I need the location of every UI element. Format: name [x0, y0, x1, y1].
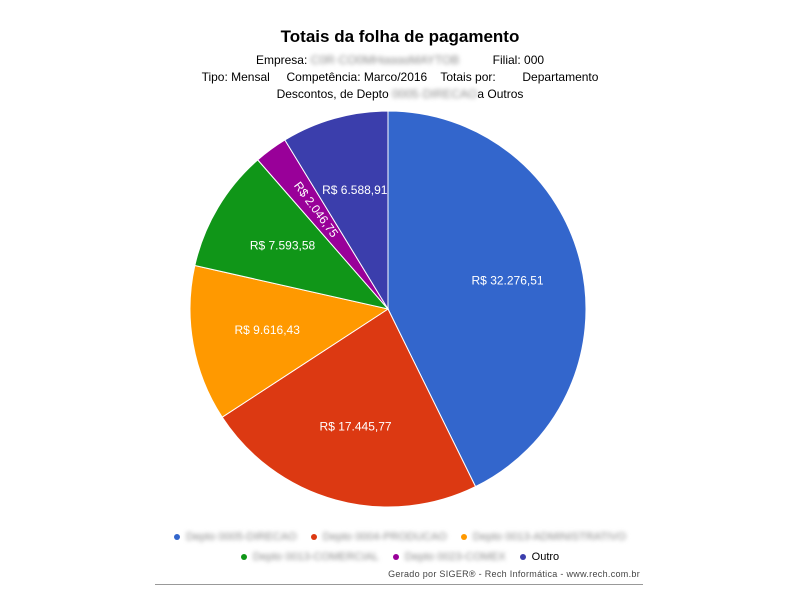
- legend-dot-6: [519, 554, 526, 560]
- slice-label-2: R$ 17.445,77: [320, 420, 392, 434]
- legend-label-4: Depto 0013-COMERCIAL: [252, 551, 379, 563]
- legend-dot-4: [240, 554, 247, 560]
- legend-item-4: Depto 0013-COMERCIAL: [240, 551, 379, 563]
- pie-slice-1: [387, 110, 587, 488]
- legend-label-5: Depto 0023-COMEX: [404, 551, 506, 563]
- pie-slice-2: [221, 308, 477, 508]
- descontos-prefix: Descontos, de Depto: [276, 87, 389, 101]
- competencia-text: Competência: Marco/2016: [286, 70, 428, 84]
- legend-dot-2: [310, 534, 317, 540]
- legend-label-3: Depto 0013-ADMINISTRATIVO: [472, 531, 626, 543]
- legend-item-5: Depto 0023-COMEX: [392, 551, 506, 563]
- empresa-label: Empresa:: [255, 53, 308, 67]
- slice-label-3: R$ 9.616,43: [234, 323, 300, 337]
- empresa-value: C0R·CO0ΜΗααααΜΑΥΤΟΒ: [310, 53, 460, 67]
- legend-item-6: Outro: [519, 551, 560, 563]
- slice-label-1: R$ 32.276,51: [472, 273, 544, 287]
- chart-title: Totais da folha de pagamento: [280, 27, 520, 46]
- legend-item-1: Depto 0005-DIRECAO: [173, 531, 297, 543]
- totais-value: Departamento: [522, 70, 599, 84]
- descontos-hidden: 0005·DIRECAO: [392, 87, 478, 101]
- slice-label-6: R$ 6.588,91: [322, 183, 388, 197]
- descontos-line: Descontos, de Depto 0005·DIRECAOa Outros: [0, 87, 800, 101]
- chart-legend: Depto 0005-DIRECAO Depto 0004-PRODUCAO Dep…: [0, 527, 800, 567]
- filial-value: 000: [524, 53, 545, 67]
- legend-dot-3: [460, 534, 467, 540]
- totais-label: Totais por:: [440, 70, 496, 84]
- slice-label-4: R$ 7.593,58: [250, 238, 316, 252]
- legend-label-6: Outro: [531, 551, 560, 563]
- tipo-text: Tipo: Mensal: [201, 70, 270, 84]
- empresa-line: Empresa: C0R·CO0ΜΗααααΜΑΥΤΟΒ Filial: 000: [0, 53, 800, 67]
- filial-label: Filial:: [492, 53, 521, 67]
- descontos-suffix: a Outros: [477, 87, 524, 101]
- pie-slice-3: [189, 264, 390, 418]
- legend-dot-1: [173, 534, 180, 540]
- pie-slice-4: [194, 159, 390, 310]
- legend-label-2: Depto 0004-PRODUCAO: [322, 531, 447, 543]
- footer-credit: Gerado por SIGER® - Rech Informática - w…: [388, 569, 640, 579]
- legend-row-1: Depto 0005-DIRECAO Depto 0004-PRODUCAO Dep…: [0, 527, 800, 547]
- legend-item-2: Depto 0004-PRODUCAO: [310, 531, 447, 543]
- pie-slice-6: [284, 110, 389, 311]
- legend-item-3: Depto 0013-ADMINISTRATIVO: [460, 531, 626, 543]
- legend-label-1: Depto 0005-DIRECAO: [185, 531, 297, 543]
- legend-row-2: Depto 0013-COMERCIAL Depto 0023-COMEX Outr…: [0, 547, 800, 567]
- legend-dot-5: [392, 554, 399, 560]
- tipo-line: Tipo: Mensal Competência: Marco/2016 Tot…: [0, 70, 800, 84]
- footer-divider: [155, 584, 643, 585]
